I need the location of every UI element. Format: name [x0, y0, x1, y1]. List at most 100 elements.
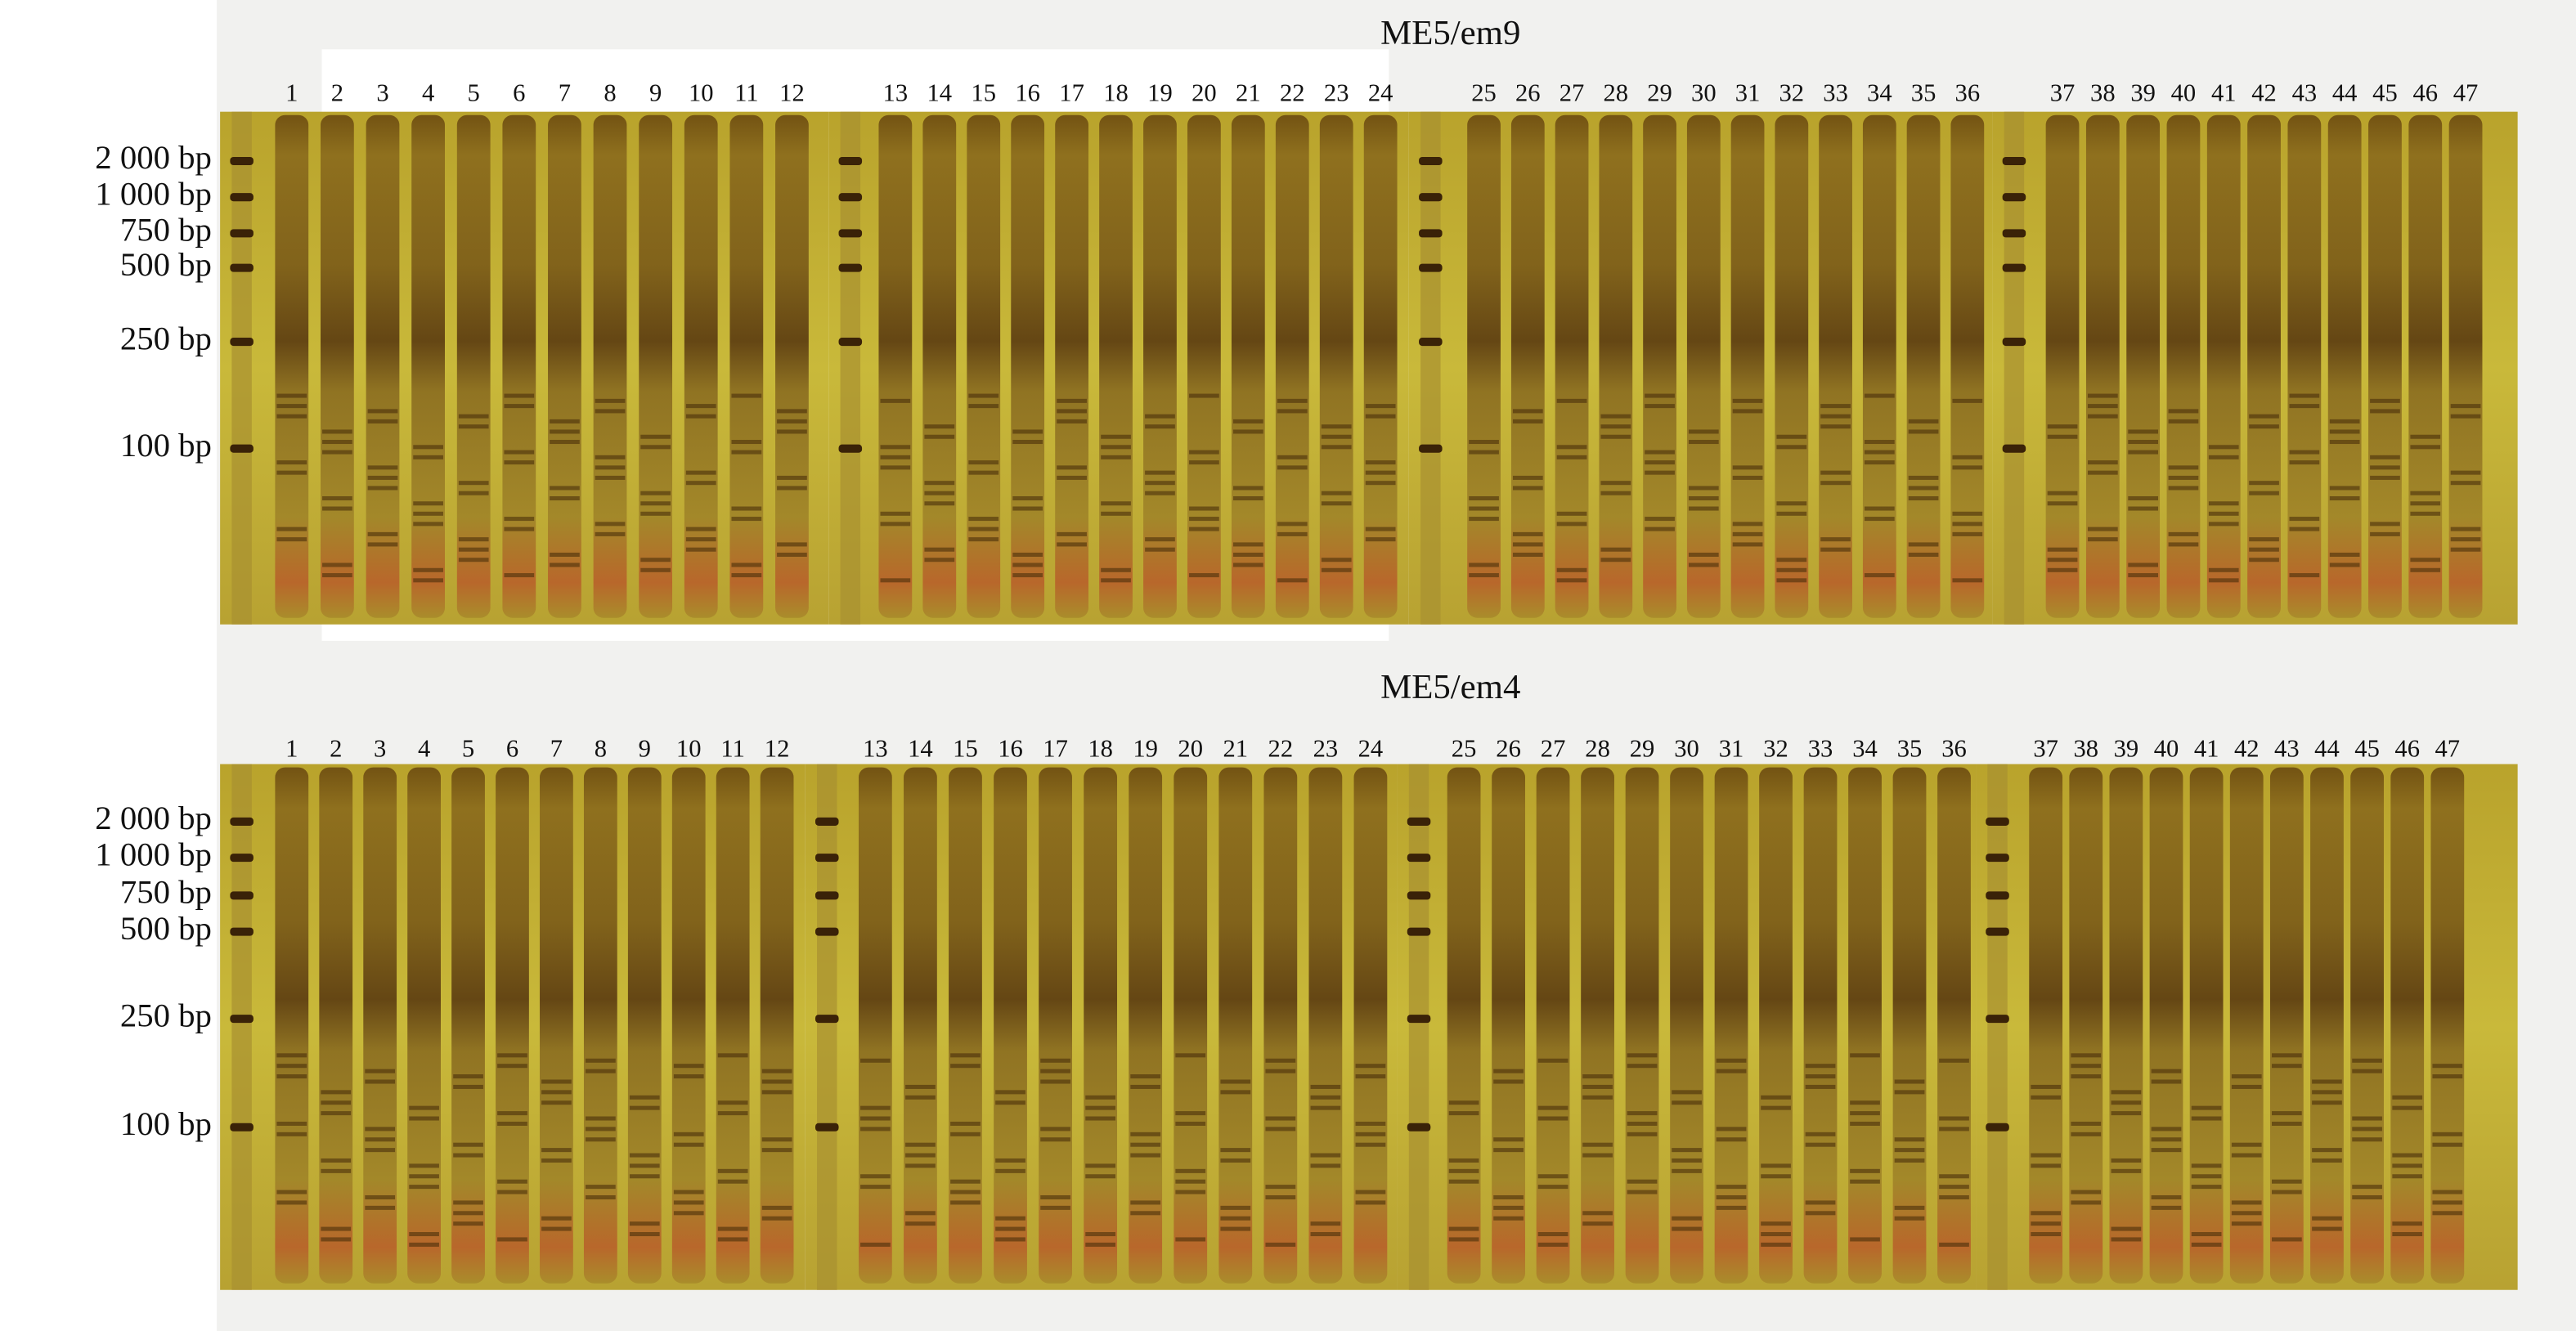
band: [1672, 1216, 1702, 1221]
lane: [2408, 114, 2443, 618]
band: [1040, 1079, 1070, 1084]
band: [1805, 1084, 1836, 1089]
band: [2208, 501, 2239, 506]
lane-label: 34: [1867, 79, 1892, 107]
band: [595, 475, 626, 480]
ladder-band: [2002, 193, 2026, 202]
band: [409, 1242, 439, 1247]
lane: [1218, 767, 1253, 1284]
lane-label: 47: [2435, 735, 2461, 763]
band: [321, 1168, 352, 1173]
band: [1130, 1153, 1161, 1158]
ladder-band: [815, 1123, 839, 1132]
band: [1512, 542, 1543, 547]
lane: [2029, 767, 2063, 1284]
band: [2249, 481, 2279, 486]
lane-label: 42: [2251, 79, 2277, 107]
band: [1040, 1194, 1070, 1200]
band: [2432, 1190, 2463, 1194]
band: [1645, 393, 1675, 398]
band: [1908, 475, 1939, 480]
band: [2111, 1090, 2142, 1095]
band: [2191, 1116, 2222, 1121]
band: [2128, 450, 2158, 455]
band: [550, 440, 580, 445]
lane: [456, 114, 491, 618]
band: [2151, 1205, 2182, 1210]
band: [717, 1168, 748, 1173]
band: [2151, 1148, 2182, 1153]
band: [1672, 1100, 1702, 1105]
band: [1448, 1168, 1479, 1173]
lane: [2310, 767, 2344, 1284]
band: [322, 573, 352, 578]
band: [2249, 414, 2279, 419]
band: [276, 1074, 307, 1079]
band: [1672, 1168, 1702, 1173]
band: [365, 1079, 396, 1084]
band: [2329, 495, 2360, 501]
band: [1761, 1221, 1791, 1226]
ladder-band: [2002, 338, 2026, 347]
band: [1277, 455, 1308, 459]
band: [413, 567, 443, 572]
band: [1469, 573, 1499, 578]
band: [717, 1053, 748, 1058]
ladder-band: [1407, 891, 1431, 900]
band: [367, 542, 398, 547]
band: [2208, 455, 2239, 459]
lane-label: 39: [2130, 79, 2156, 107]
band: [995, 1216, 1025, 1221]
band: [321, 1090, 352, 1095]
lane-label: 45: [2372, 79, 2398, 107]
band: [2208, 522, 2239, 527]
band: [777, 409, 807, 414]
ladder-band: [815, 1015, 839, 1024]
band: [1145, 414, 1175, 419]
lane: [1011, 114, 1045, 618]
lane: [2069, 767, 2103, 1284]
band: [950, 1179, 981, 1184]
band: [1716, 1127, 1747, 1132]
lane-label: 14: [927, 79, 953, 107]
band: [541, 1216, 572, 1221]
lane: [1308, 767, 1343, 1284]
band: [1310, 1095, 1341, 1100]
marker-label: 2 000 bp: [95, 800, 212, 836]
band: [1189, 517, 1219, 522]
band: [1820, 424, 1851, 429]
band: [2128, 506, 2158, 511]
band: [1189, 573, 1219, 578]
band: [2410, 558, 2441, 562]
ladder-band: [1407, 854, 1431, 863]
lane: [1187, 114, 1221, 618]
band: [550, 495, 580, 501]
lane-label: 36: [1941, 735, 1967, 763]
band: [1600, 558, 1631, 562]
lane-label: 19: [1147, 79, 1173, 107]
band: [409, 1105, 439, 1110]
band: [1776, 558, 1807, 562]
band: [595, 398, 626, 403]
band: [1645, 470, 1675, 475]
band: [2168, 531, 2199, 536]
band: [1761, 1242, 1791, 1247]
band: [1776, 578, 1807, 583]
lane-label: 33: [1823, 79, 1848, 107]
lane: [922, 114, 957, 618]
band: [586, 1058, 616, 1063]
lane-label: 14: [908, 735, 933, 763]
band: [1600, 481, 1631, 486]
band: [541, 1079, 572, 1084]
lane: [1447, 767, 1481, 1284]
band: [1175, 1237, 1206, 1242]
band: [1175, 1053, 1206, 1058]
band: [1776, 567, 1807, 572]
band: [1850, 1111, 1880, 1116]
band: [1556, 445, 1587, 450]
lane: [1581, 767, 1614, 1284]
lane: [321, 114, 354, 618]
lane: [1625, 767, 1659, 1284]
band: [1776, 445, 1807, 450]
